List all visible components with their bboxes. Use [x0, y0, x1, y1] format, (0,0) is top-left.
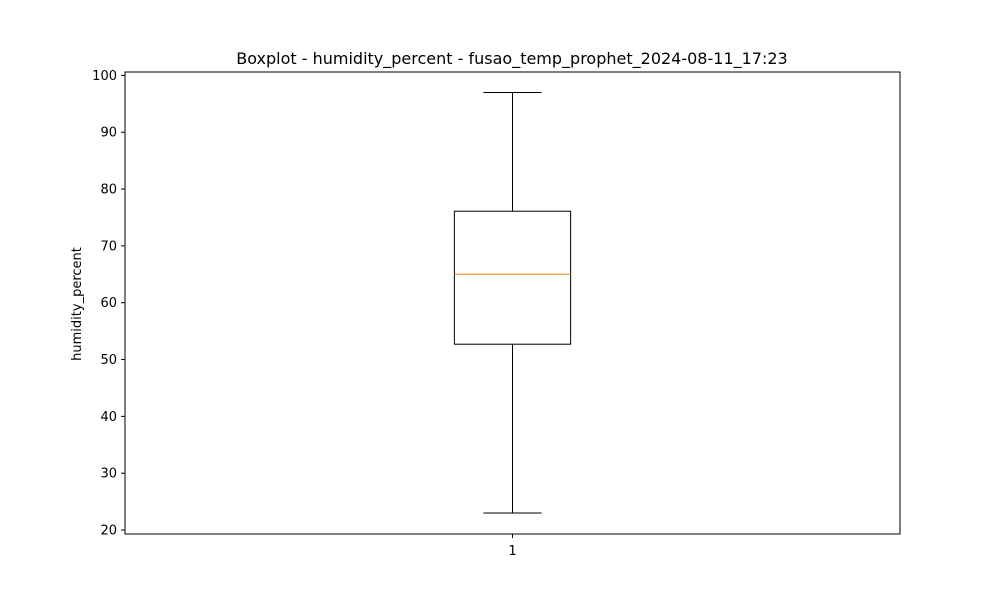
y-tick-label: 100	[92, 69, 117, 84]
box-iqr	[453, 210, 572, 345]
y-axis-ticks: 20 30 40 50 60 70 80 90 100	[92, 69, 125, 539]
box-series	[453, 91, 572, 514]
y-tick-label: 70	[100, 239, 117, 254]
y-tick-label: 30	[100, 467, 117, 482]
y-tick-label: 90	[100, 126, 117, 141]
y-tick-label: 60	[100, 296, 117, 311]
y-tick-label: 20	[100, 524, 117, 539]
y-axis-label: humidity_percent	[70, 247, 85, 361]
chart-title: Boxplot - humidity_percent - fusao_temp_…	[236, 49, 787, 69]
x-tick-label: 1	[508, 544, 516, 559]
y-tick-label: 80	[100, 183, 117, 198]
y-tick-label: 50	[100, 353, 117, 368]
x-axis-ticks: 1	[508, 534, 517, 559]
y-tick-label: 40	[100, 410, 117, 425]
